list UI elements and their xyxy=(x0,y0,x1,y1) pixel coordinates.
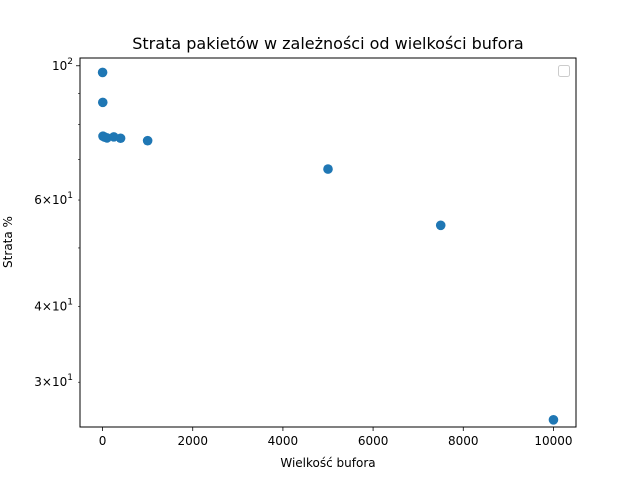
y-minor-tick-label: 6×101 xyxy=(34,191,73,207)
x-tick-label: 8000 xyxy=(448,434,479,448)
x-tick-label: 4000 xyxy=(268,434,299,448)
x-tick-label: 0 xyxy=(99,434,107,448)
data-point xyxy=(323,164,333,174)
plot-frame xyxy=(79,57,577,428)
y-minor-tick-label: 3×101 xyxy=(34,373,73,389)
data-point xyxy=(548,415,559,425)
chart-title: Strata pakietów w zależności od wielkośc… xyxy=(132,34,523,53)
y-minor-tick-label: 4×101 xyxy=(34,298,73,314)
data-point xyxy=(97,97,108,108)
legend-box xyxy=(558,65,570,77)
x-tick-label: 6000 xyxy=(358,434,389,448)
data-point xyxy=(115,133,126,144)
data-point xyxy=(142,135,153,146)
data-point xyxy=(435,220,446,231)
y-major-tick-label: 102 xyxy=(52,57,73,73)
axis-ticks: 0 2000 4000 6000 8000 10000 102 3×101 4×101 6×101 xyxy=(34,57,572,448)
data-point xyxy=(97,67,108,78)
x-tick-label: 10000 xyxy=(534,434,572,448)
y-axis-label: Strata % xyxy=(1,216,15,268)
data-points xyxy=(97,67,559,425)
x-tick-label: 2000 xyxy=(177,434,208,448)
x-axis-label: Wielkość bufora xyxy=(280,456,375,470)
